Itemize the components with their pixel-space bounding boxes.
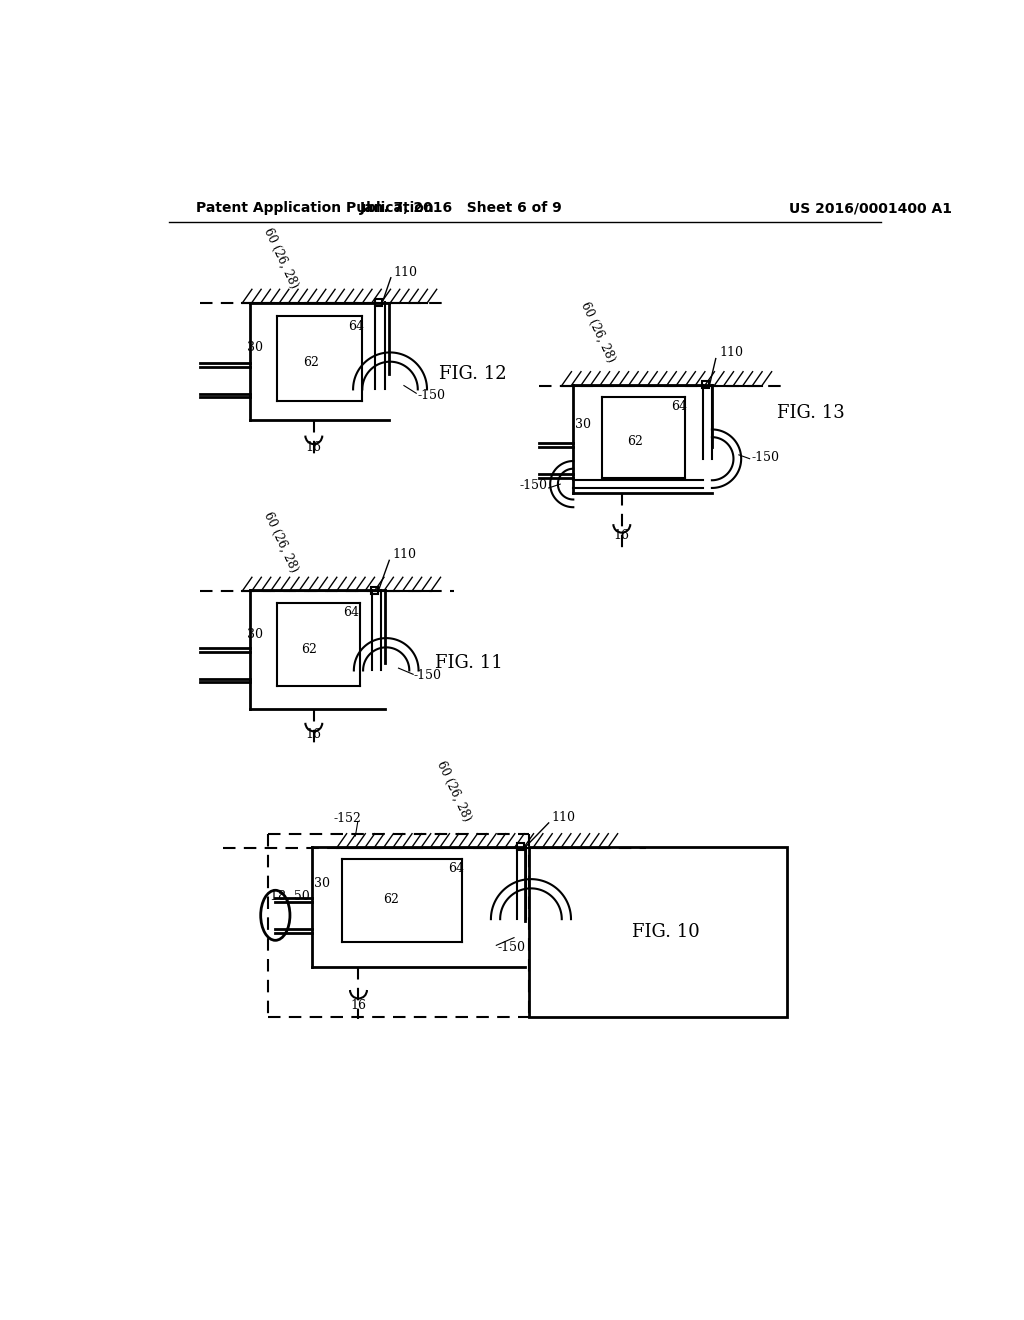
- Text: FIG. 13: FIG. 13: [777, 404, 845, 421]
- Text: 62: 62: [303, 356, 319, 370]
- Text: 16: 16: [613, 529, 630, 543]
- Text: 62: 62: [301, 643, 317, 656]
- Text: -152: -152: [334, 812, 361, 825]
- Text: 62: 62: [627, 436, 643, 449]
- Text: 18, 50: 18, 50: [270, 890, 310, 903]
- Bar: [702, 381, 710, 388]
- Text: 64: 64: [449, 862, 464, 875]
- Text: 64: 64: [671, 400, 687, 413]
- Text: 62: 62: [383, 894, 398, 907]
- Text: 64: 64: [343, 606, 359, 619]
- Text: 30: 30: [248, 628, 263, 640]
- Text: 60 (26, 28): 60 (26, 28): [261, 510, 300, 574]
- Text: Jan. 7, 2016   Sheet 6 of 9: Jan. 7, 2016 Sheet 6 of 9: [360, 202, 563, 215]
- Text: Patent Application Publication: Patent Application Publication: [196, 202, 434, 215]
- Text: US 2016/0001400 A1: US 2016/0001400 A1: [788, 202, 952, 215]
- Text: -150: -150: [520, 479, 548, 492]
- Text: 16: 16: [306, 727, 322, 741]
- Text: 110: 110: [392, 548, 417, 561]
- Text: 30: 30: [313, 878, 330, 890]
- Text: 60 (26, 28): 60 (26, 28): [261, 226, 300, 290]
- Bar: [517, 843, 524, 850]
- Text: 110: 110: [552, 810, 575, 824]
- Bar: [375, 298, 382, 306]
- Text: FIG. 12: FIG. 12: [438, 366, 506, 383]
- Text: -150: -150: [497, 941, 525, 954]
- Bar: [371, 587, 378, 594]
- Text: 30: 30: [248, 341, 263, 354]
- Text: 110: 110: [394, 265, 418, 279]
- Text: -150: -150: [417, 389, 445, 403]
- Text: FIG. 10: FIG. 10: [632, 923, 699, 941]
- Text: 110: 110: [720, 346, 743, 359]
- Text: 16: 16: [306, 441, 322, 454]
- Text: 16: 16: [350, 999, 367, 1012]
- Text: 60 (26, 28): 60 (26, 28): [579, 300, 617, 364]
- Text: -150: -150: [752, 450, 779, 463]
- Bar: [528, 847, 786, 1016]
- Text: -150: -150: [414, 669, 442, 682]
- Text: FIG. 11: FIG. 11: [435, 653, 503, 672]
- Text: 60 (26, 28): 60 (26, 28): [434, 759, 474, 824]
- Text: 64: 64: [348, 319, 365, 333]
- Text: 30: 30: [574, 417, 591, 430]
